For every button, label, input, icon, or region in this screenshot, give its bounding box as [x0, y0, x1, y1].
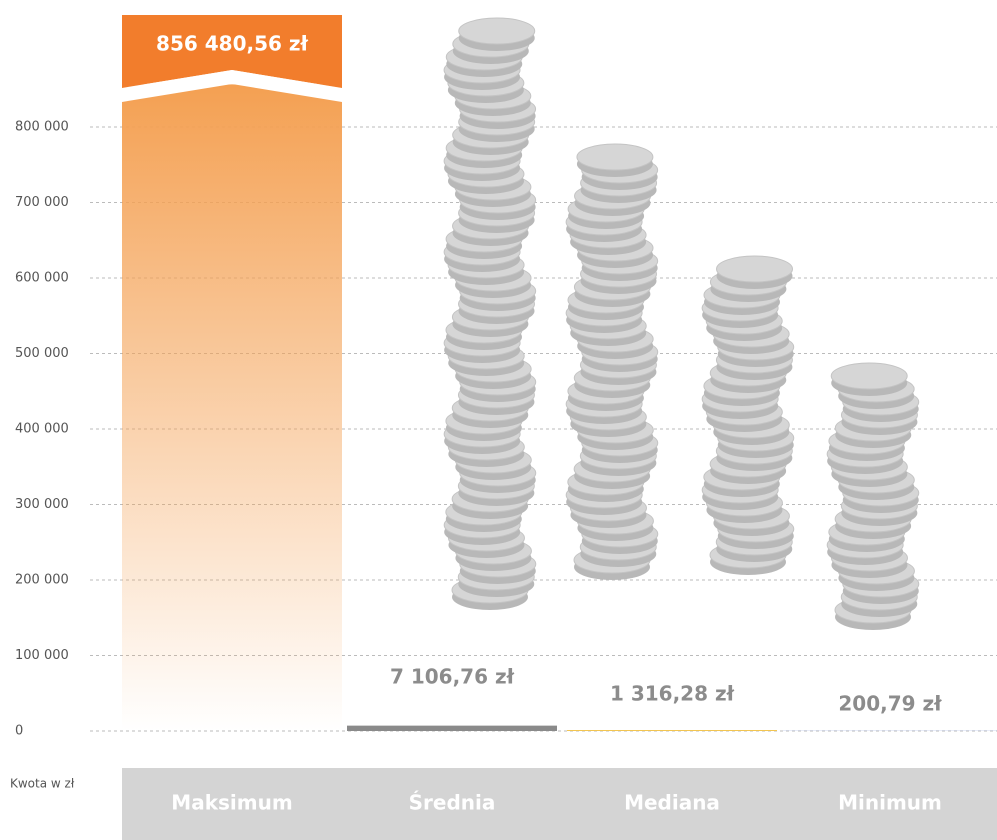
bar	[347, 726, 557, 731]
bar	[567, 730, 777, 731]
value-label: 856 480,56 zł	[156, 32, 308, 56]
y-tick-label: 0	[15, 724, 23, 739]
y-tick-label: 200 000	[15, 573, 69, 588]
x-axis-label: Kwota w zł	[10, 777, 75, 791]
y-tick-label: 600 000	[15, 271, 69, 286]
y-tick-label: 100 000	[15, 648, 69, 663]
x-tick-label: Średnia	[409, 791, 496, 815]
x-tick-label: Mediana	[624, 791, 720, 815]
coin	[717, 256, 793, 282]
chart: Kwota w zł 0 100 000 200 000 300 000 400 000…	[0, 0, 997, 840]
value-label: 1 316,28 zł	[610, 682, 735, 706]
coin	[459, 18, 535, 44]
y-tick-label: 500 000	[15, 346, 69, 361]
coin	[831, 363, 907, 389]
coin	[577, 144, 653, 170]
x-tick-label: Maksimum	[171, 791, 292, 815]
y-tick-label: 300 000	[15, 497, 69, 512]
value-label: 200,79 zł	[838, 692, 942, 716]
value-label: 7 106,76 zł	[390, 665, 515, 689]
y-tick-label: 800 000	[15, 120, 69, 135]
y-tick-label: 700 000	[15, 195, 69, 210]
x-tick-label: Minimum	[838, 791, 942, 815]
y-tick-label: 400 000	[15, 422, 69, 437]
bar	[122, 84, 342, 731]
